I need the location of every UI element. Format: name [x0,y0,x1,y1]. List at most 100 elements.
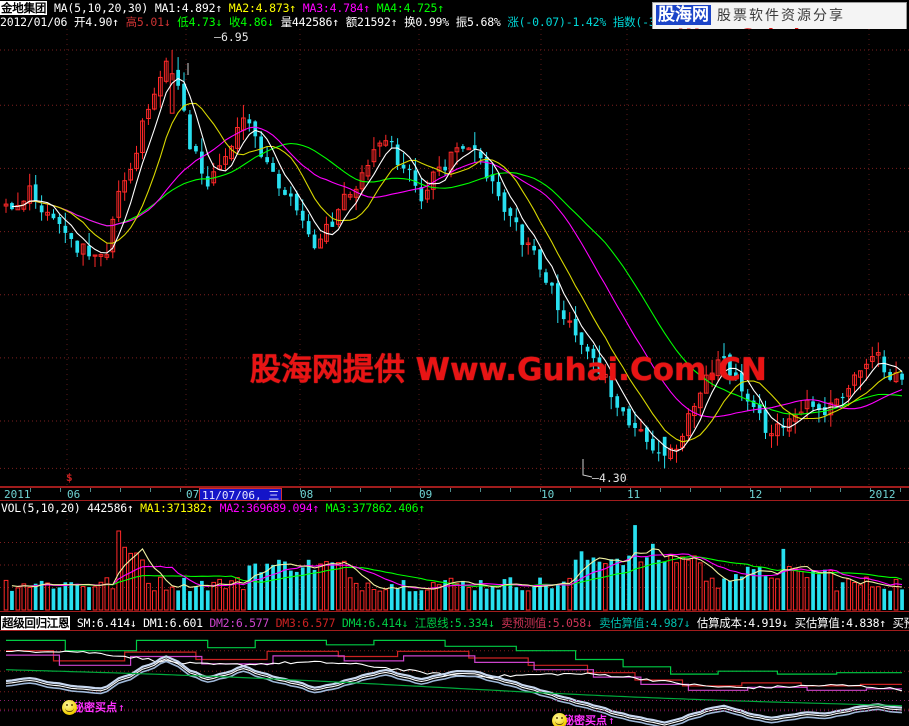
date-label-6: 11 [627,488,641,501]
date-tick [660,488,661,492]
date-tick [600,488,601,492]
quote-item-1: 高5.01↓ [118,15,171,29]
date-tick [180,488,181,492]
logo-top-row: 股海网 股票软件资源分享 [653,3,906,26]
date-tick [630,488,631,492]
date-tick [150,488,151,492]
ind-item-0: SM:6.414↓ [76,616,137,630]
date-tick [360,488,361,492]
quote-values-group: 开4.90↑ 高5.01↓ 低4.73↓ 收4.86↓ 量442586↑ 额21… [74,15,743,29]
date-tick [300,488,301,492]
ind-item-7: 卖估算值:4.987↓ [592,616,691,630]
date-tick [30,488,31,492]
vol-item-2: MA2:369689.094↑ [212,501,320,515]
ma-params-label: MA(5,10,20,30) [53,1,149,15]
date-tick [570,488,571,492]
date-tick [780,488,781,492]
ind-item-9: 买估算值:4.838↑ [788,616,886,630]
date-label-0: 2011 [4,488,31,501]
indicator-title[interactable]: 超级回归江恩 [1,616,71,630]
watermark-text: 股海网提供 Www.Guhai.Com.CN [250,352,767,388]
buy-signal-marker-1: 秘密买点 ↑ [552,712,615,726]
date-label-1: 06 [67,488,81,501]
date-tick [510,488,511,492]
indicator-values-group: SM:6.414↓ DM1:6.601 DM2:6.577 DM3:6.577 … [77,616,909,630]
quote-date-label: 2012/01/06 [0,15,68,29]
up-arrow-icon: ↑ [608,713,615,726]
ma-values-group: MA1:4.892↑ MA2:4.873↑ MA3:4.784↑ MA4:4.7… [155,1,444,15]
date-tick [900,488,901,492]
buy-signal-label: 秘密买点 [563,714,607,726]
date-tick [480,488,481,492]
vol-item-3: MA3:377862.406↑ [318,501,426,515]
date-tick [450,488,451,492]
low-price-callout: —4.30 [592,471,627,485]
vol-item-0: 442586↑ [87,501,134,515]
volume-chart-canvas [0,514,909,611]
date-tick [330,488,331,492]
quote-item-5: 额21592↑ [338,15,398,29]
ind-item-5: 江恩线:5.334↓ [408,616,495,630]
date-label-8: 2012 [869,488,896,501]
ma-item-2: MA3:4.784↑ [296,1,370,15]
dividend-marker: $ [66,471,73,484]
buy-signal-label: 秘密买点 [73,701,117,714]
date-label-7: 12 [749,488,763,501]
ind-item-10: 买预测值 [892,616,909,630]
date-label-3: 08 [300,488,314,501]
smiley-face-icon [62,699,77,715]
date-tick [60,488,61,492]
volume-header: VOL(5,10,20) 442586↑ MA1:371382↑ MA2:369… [1,501,909,515]
ind-item-4: DM4:6.414↓ [335,616,409,630]
high-price-callout: —6.95 [214,30,249,44]
date-label-5: 10 [541,488,555,501]
volume-chart-panel[interactable] [0,514,909,612]
quote-item-7: 振5.68% [449,15,501,29]
date-axis[interactable]: 2011 06 07 08 09 10 11 12 2012 11/07/06, 三 [0,487,909,502]
date-tick [870,488,871,492]
price-chart-panel[interactable]: —6.95 —4.30 $ [0,29,909,487]
quote-header-line-2: 2012/01/06 开4.90↑ 高5.01↓ 低4.73↓ 收4.86↓ 量… [0,15,909,29]
date-tick [750,488,751,492]
volume-title: VOL(5,10,20) [1,501,81,515]
ma-item-1: MA2:4.873↑ [222,1,297,15]
quote-item-0: 开4.90↑ [73,15,119,29]
volume-values-group: 442586↑ MA1:371382↑ MA2:369689.094↑ MA3:… [87,501,425,515]
indicator-chart-panel[interactable] [0,630,909,726]
ind-item-6: 卖预测值:5.058↓ [494,616,593,630]
date-tick [720,488,721,492]
quote-item-6: 换0.99% [397,15,449,29]
indicator-chart-canvas [0,639,909,726]
ind-item-3: DM3:6.577 [268,616,336,630]
smiley-face-icon [552,712,567,726]
cursor-date-badge[interactable]: 11/07/06, 三 [199,488,283,502]
stock-name-label[interactable]: 金地集团 [0,1,48,15]
quote-item-2: 低4.73↓ [170,15,223,29]
ind-item-2: DM2:6.577 [202,616,269,630]
ind-item-8: 估算成本:4.919↓ [690,616,789,630]
up-arrow-icon: ↑ [118,700,125,714]
ind-item-1: DM1:6.601 [136,616,203,630]
date-tick [390,488,391,492]
quote-header-line-1: 金地集团 MA(5,10,20,30) MA1:4.892↑ MA2:4.873… [0,1,909,15]
date-tick [90,488,91,492]
indicator-header: 超级回归江恩 SM:6.414↓ DM1:6.601 DM2:6.577 DM3… [1,616,909,630]
logo-tagline: 股票软件资源分享 [717,7,845,24]
price-chart-canvas [0,29,909,486]
date-tick [540,488,541,492]
ma-item-3: MA4:4.725↑ [370,1,444,15]
ma-item-0: MA1:4.892↑ [154,1,223,15]
date-tick [810,488,811,492]
quote-item-8: 涨(-0.07)-1.42% [500,15,607,29]
date-tick [840,488,841,492]
date-label-4: 09 [419,488,433,501]
buy-signal-marker-0: 秘密买点 ↑ [62,699,125,715]
date-tick [120,488,121,492]
date-label-2: 07 [186,488,200,501]
quote-item-3: 收4.86↓ [222,15,274,29]
date-tick [420,488,421,492]
vol-item-1: MA1:371382↑ [133,501,213,515]
date-tick [690,488,691,492]
logo-mark: 股海网 [656,4,711,25]
